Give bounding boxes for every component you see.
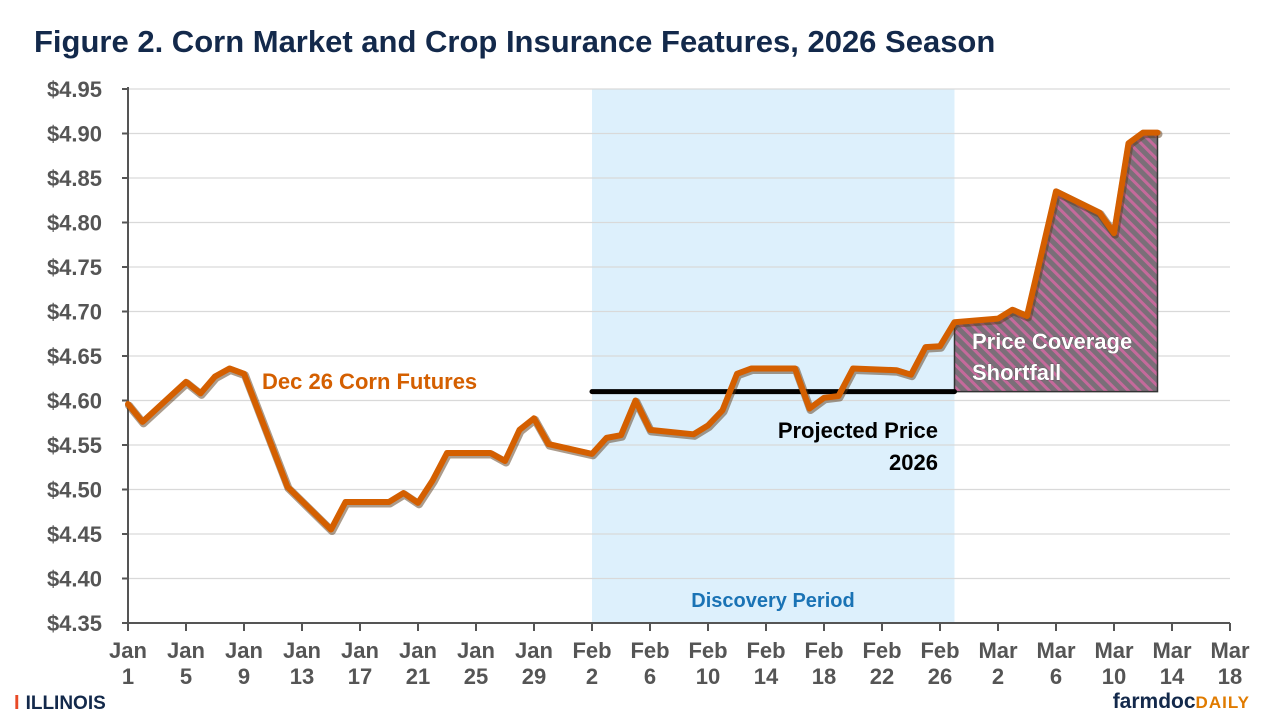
x-tick-label-month: Jan — [399, 638, 437, 663]
y-tick-label: $4.55 — [47, 433, 102, 458]
illinois-logo: I ILLINOIS — [14, 692, 106, 715]
shortfall-label-1: Price Coverage — [972, 329, 1132, 354]
x-tick-label-day: 26 — [928, 664, 952, 689]
y-tick-label: $4.35 — [47, 611, 102, 636]
projected-price-label-2: 2026 — [889, 450, 938, 475]
x-tick-label-month: Feb — [630, 638, 669, 663]
x-tick-label-month: Jan — [515, 638, 553, 663]
x-tick-label-month: Feb — [804, 638, 843, 663]
y-tick-label: $4.60 — [47, 389, 102, 414]
x-tick-label-day: 2 — [992, 664, 1004, 689]
x-tick-label-month: Jan — [341, 638, 379, 663]
x-tick-label-day: 6 — [1050, 664, 1062, 689]
series-label: Dec 26 Corn Futures — [262, 369, 477, 394]
x-tick-label-day: 18 — [812, 664, 836, 689]
x-tick-label-month: Jan — [167, 638, 205, 663]
chart-title: Figure 2. Corn Market and Crop Insurance… — [34, 24, 996, 59]
y-tick-label: $4.85 — [47, 166, 102, 191]
x-tick-label-day: 10 — [1102, 664, 1126, 689]
x-tick-label-day: 5 — [180, 664, 192, 689]
x-tick-label-month: Jan — [457, 638, 495, 663]
shortfall-label-2: Shortfall — [972, 360, 1061, 385]
illinois-i-icon: I — [14, 692, 20, 714]
x-tick-label-month: Mar — [1094, 638, 1134, 663]
x-tick-label-day: 18 — [1218, 664, 1242, 689]
x-tick-label-day: 1 — [122, 664, 134, 689]
y-tick-label: $4.45 — [47, 522, 102, 547]
x-tick-label-day: 21 — [406, 664, 430, 689]
y-tick-label: $4.40 — [47, 567, 102, 592]
y-tick-label: $4.65 — [47, 344, 102, 369]
x-tick-label-month: Feb — [746, 638, 785, 663]
x-tick-label-day: 29 — [522, 664, 546, 689]
farmdoc-text: farmdoc — [1112, 690, 1196, 713]
x-tick-label-day: 13 — [290, 664, 314, 689]
x-tick-label-day: 25 — [464, 664, 488, 689]
x-tick-label-month: Mar — [1210, 638, 1250, 663]
x-tick-label-day: 9 — [238, 664, 250, 689]
y-tick-label: $4.95 — [47, 77, 102, 102]
illinois-text: ILLINOIS — [25, 692, 106, 714]
x-tick-label-day: 6 — [644, 664, 656, 689]
projected-price-label-1: Projected Price — [778, 418, 938, 443]
y-tick-label: $4.75 — [47, 255, 102, 280]
y-tick-label: $4.80 — [47, 211, 102, 236]
x-tick-label-month: Mar — [1036, 638, 1076, 663]
y-tick-label: $4.50 — [47, 478, 102, 503]
x-tick-label-month: Mar — [1152, 638, 1192, 663]
x-tick-label-day: 14 — [754, 664, 779, 689]
y-tick-label: $4.70 — [47, 300, 102, 325]
x-tick-label-month: Jan — [283, 638, 321, 663]
x-tick-label-month: Feb — [572, 638, 611, 663]
x-tick-label-day: 10 — [696, 664, 720, 689]
discovery-period-label: Discovery Period — [691, 590, 854, 612]
x-tick-label-month: Feb — [688, 638, 727, 663]
x-tick-label-day: 17 — [348, 664, 372, 689]
daily-text: DAILY — [1195, 693, 1250, 712]
y-tick-label: $4.90 — [47, 122, 102, 147]
x-tick-label-month: Mar — [978, 638, 1018, 663]
x-tick-label-day: 2 — [586, 664, 598, 689]
x-tick-label-month: Jan — [109, 638, 147, 663]
x-tick-label-month: Feb — [920, 638, 959, 663]
x-tick-label-day: 14 — [1160, 664, 1185, 689]
x-tick-label-day: 22 — [870, 664, 894, 689]
x-tick-label-month: Jan — [225, 638, 263, 663]
farmdoc-daily-logo: farmdocDAILY — [1113, 690, 1250, 714]
x-tick-label-month: Feb — [862, 638, 901, 663]
